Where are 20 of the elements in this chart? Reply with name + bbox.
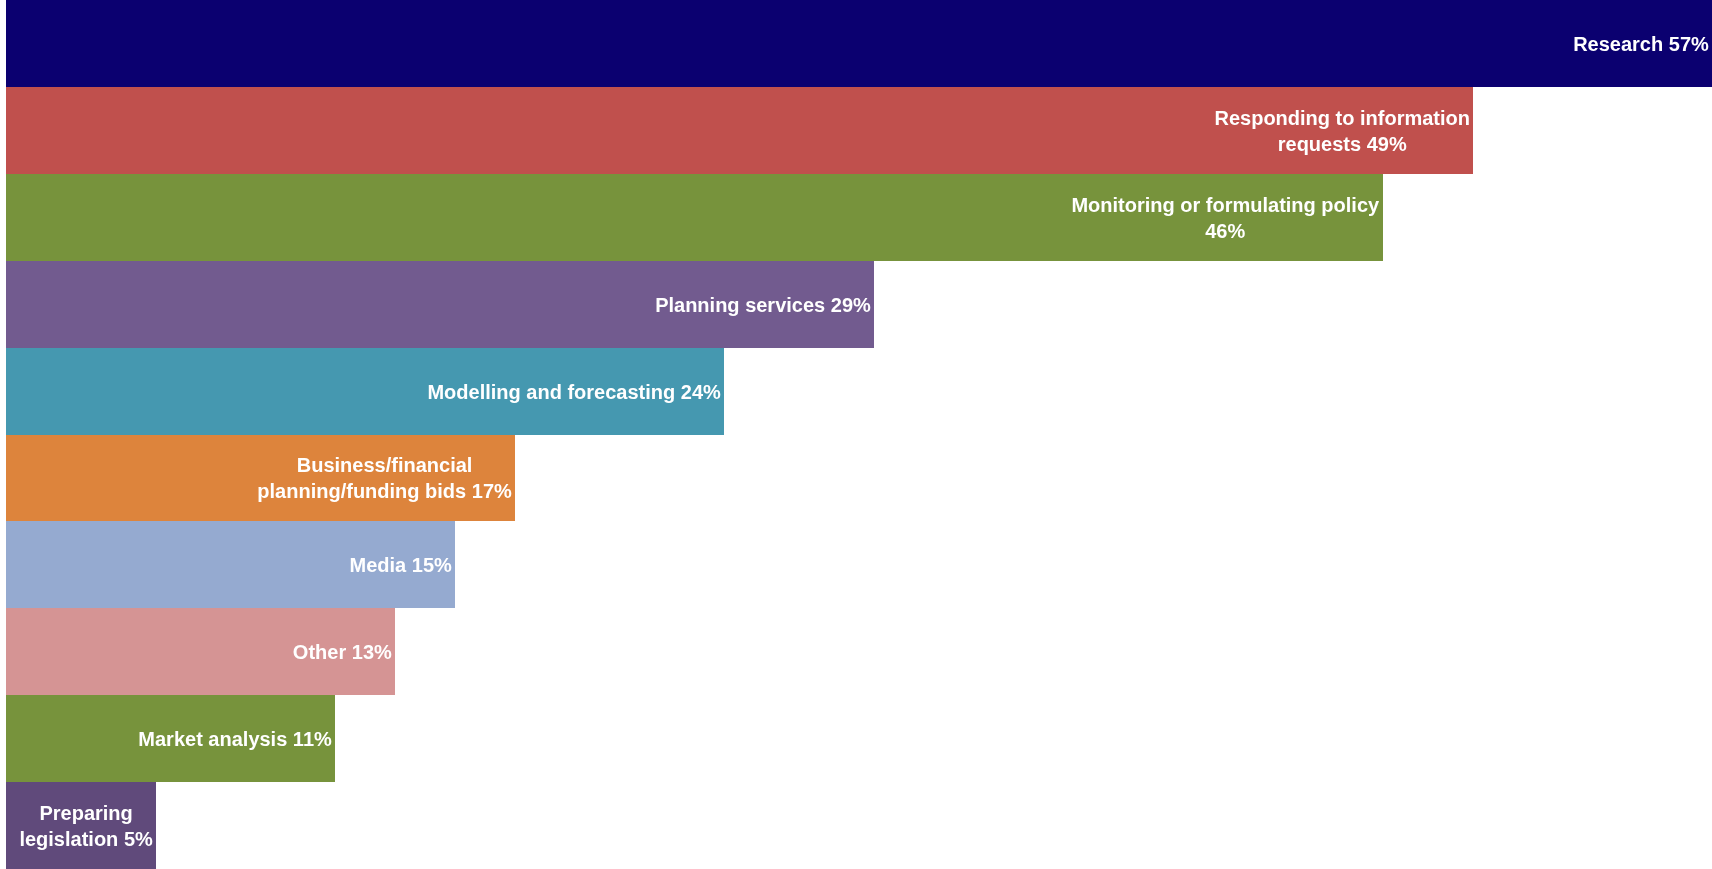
bar bbox=[6, 0, 1712, 87]
bar bbox=[6, 174, 1383, 261]
category-label: Modelling and forecasting 24% bbox=[427, 380, 721, 403]
category-label: Preparing legislation 5% bbox=[19, 801, 153, 850]
category-label: Other 13% bbox=[292, 640, 392, 663]
category-label: Business/financial planning/funding bids 17% bbox=[257, 454, 512, 502]
category-label: Media 15% bbox=[349, 553, 452, 576]
category-label: Market analysis 11% bbox=[138, 727, 332, 750]
category-label: Responding to information requests 49% bbox=[1214, 106, 1470, 155]
bar bbox=[6, 695, 335, 782]
category-label: Planning services 29% bbox=[655, 293, 871, 316]
bar bbox=[6, 521, 455, 608]
y-tick-label: Monitoring or formulating policy bbox=[1071, 193, 1380, 216]
category-label: Research 57% bbox=[1573, 32, 1709, 55]
bar bbox=[6, 261, 874, 348]
bar bbox=[6, 608, 395, 695]
bar bbox=[6, 87, 1473, 174]
bar bbox=[6, 435, 515, 521]
data-label: 46% bbox=[1205, 219, 1246, 242]
bar bbox=[6, 348, 724, 435]
